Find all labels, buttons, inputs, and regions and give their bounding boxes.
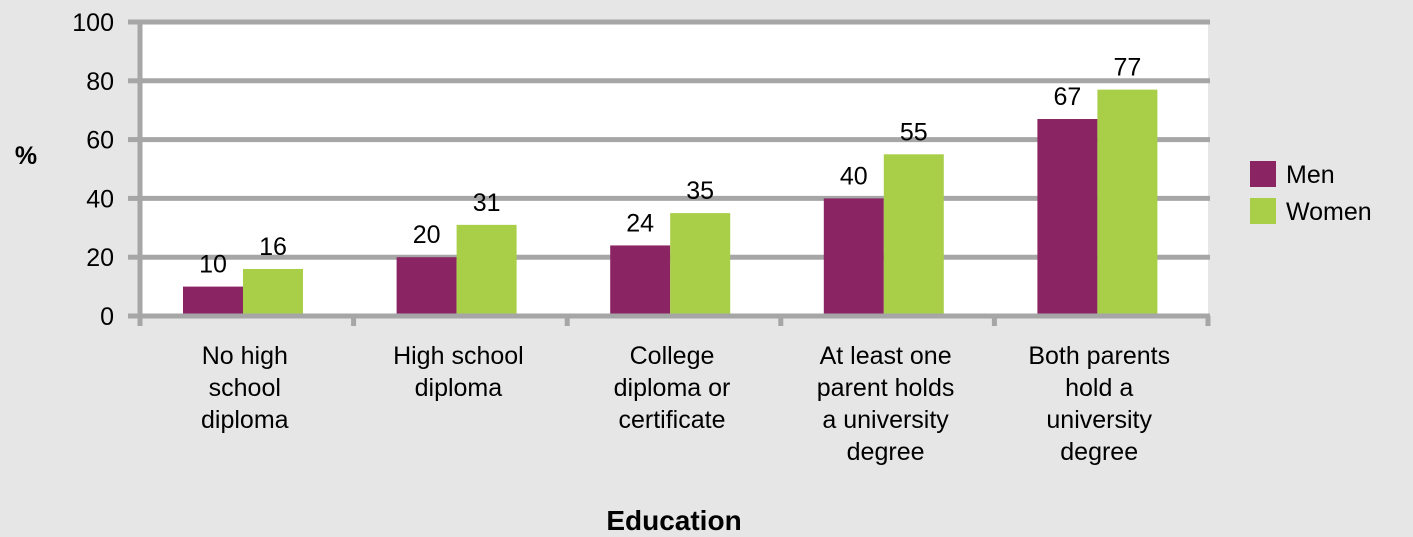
x-tick-label: College diploma or certificate [614, 342, 731, 434]
data-label-women-5: 77 [1113, 54, 1141, 82]
y-tick-label: 0 [100, 303, 114, 331]
data-label-men-1: 10 [199, 251, 227, 279]
bar-women-4 [883, 154, 944, 316]
y-tick-label: 80 [86, 68, 114, 96]
data-label-men-2: 20 [413, 221, 441, 249]
legend-label-women: Women [1286, 198, 1372, 226]
bar-men-4 [823, 198, 884, 316]
data-label-men-4: 40 [840, 162, 868, 190]
data-label-women-2: 31 [473, 189, 501, 217]
data-labels: 10 20 24 40 67 16 31 35 55 77 [199, 54, 1141, 279]
x-axis-label: Education [606, 505, 741, 536]
y-axis-label: % [15, 142, 37, 170]
x-tick-label: At least one parent holds a university degr… [817, 342, 955, 466]
legend-swatch-women [1250, 198, 1276, 224]
y-tick-label: 20 [86, 244, 114, 272]
axes [128, 19, 1211, 326]
y-tick-label: 60 [86, 127, 114, 155]
data-label-men-3: 24 [626, 209, 654, 237]
bar-women-1 [243, 268, 303, 316]
x-tick-label: High school diploma [393, 342, 524, 402]
y-tick-label: 100 [72, 9, 114, 37]
bar-men-5 [1037, 119, 1098, 317]
y-tick-labels: 0 20 40 60 80 100 [72, 9, 114, 331]
data-label-women-1: 16 [259, 233, 287, 261]
data-label-women-3: 35 [686, 177, 714, 205]
legend: Men Women [1250, 161, 1372, 226]
bar-men-1 [183, 286, 243, 316]
legend-label-men: Men [1286, 161, 1335, 189]
x-tick-label: Both parents hold a university degree [1028, 342, 1170, 466]
y-tick-label: 40 [86, 185, 114, 213]
bar-women-5 [1097, 89, 1158, 317]
data-label-women-4: 55 [900, 118, 928, 146]
bar-men-3 [610, 245, 671, 316]
x-tick-label: No high school diploma [201, 342, 289, 434]
bar-men-2 [396, 257, 457, 316]
x-tick-labels: No high school diploma High school diploma Co… [201, 342, 1170, 466]
data-label-men-5: 67 [1053, 83, 1081, 111]
bar-women-2 [456, 224, 517, 316]
bars [183, 89, 1158, 317]
bar-women-3 [670, 213, 731, 316]
legend-swatch-men [1250, 161, 1276, 187]
